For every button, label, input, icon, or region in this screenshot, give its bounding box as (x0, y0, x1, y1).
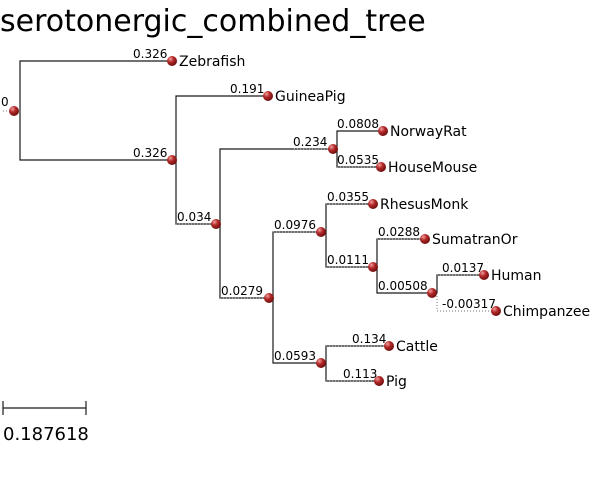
leaf-node-chimpanzee (491, 306, 501, 316)
branch-label-clade-rest: 0.034 (177, 210, 211, 224)
leaf-label-guineapig: GuineaPig (275, 89, 346, 105)
branch-label-clade-human-chimp: 0.00508 (378, 279, 428, 293)
branch-label-clade-primates: 0.0976 (274, 218, 316, 232)
branch-label-clade-ungulates: 0.0593 (274, 349, 316, 363)
branch-label-rhesusmonk: 0.0355 (327, 190, 369, 204)
leaf-label-zebrafish: Zebrafish (179, 54, 245, 70)
leaf-node-guineapig (263, 91, 273, 101)
leaf-node-housemouse (376, 162, 386, 172)
branch-cattle (325, 345, 388, 363)
scale-bar-line (2, 401, 87, 415)
branch-label-clade-mammals: 0.326 (133, 146, 167, 160)
branch-clade-primates (272, 231, 320, 298)
tree-branches (19, 60, 483, 382)
node-clade-primates-ungulates (264, 293, 274, 303)
branch-guineapig (175, 95, 268, 160)
dotted-chimpanzee (436, 293, 495, 312)
node-clade-primates (316, 227, 326, 237)
node-clade-apes (368, 262, 378, 272)
branch-label-clade-rodents: 0.234 (293, 135, 327, 149)
branch-human (436, 274, 483, 293)
branch-label-housemouse: 0.0535 (337, 153, 379, 167)
branch-label-chimpanzee: -0.00317 (442, 297, 496, 311)
branch-rhesusmonk (325, 203, 372, 232)
branch-clade-mammals (19, 111, 171, 161)
branch-label-pig: 0.113 (343, 367, 377, 381)
scale-bar: 0.187618 (2, 401, 89, 445)
page-title: serotonergic_combined_tree (0, 4, 426, 39)
branch-sumatranor (376, 238, 424, 267)
tree-nodes (9, 56, 501, 386)
leaf-label-housemouse: HouseMouse (388, 160, 477, 176)
node-clade-ungulates (316, 358, 326, 368)
branch-label-guineapig: 0.191 (230, 82, 264, 96)
branch-label-human: 0.0137 (442, 261, 484, 275)
node-clade-human-chimp (427, 288, 437, 298)
leaf-label-human: Human (491, 268, 542, 284)
branch-length-labels: 0 0.326 0.326 0.191 0.034 0.234 0.0808 0… (1, 47, 496, 381)
leaf-label-pig: Pig (386, 374, 407, 390)
branch-label-clade-primates-ungulates: 0.0279 (221, 284, 263, 298)
branch-zebrafish (19, 60, 171, 111)
root-node (9, 106, 19, 116)
branch-label-cattle: 0.134 (352, 332, 386, 346)
leaf-node-human (479, 270, 489, 280)
node-clade-rodents (328, 144, 338, 154)
leaf-label-rhesusmonk: RhesusMonk (380, 197, 469, 213)
branch-label-sumatranor: 0.0288 (378, 225, 420, 239)
leaf-node-pig (374, 376, 384, 386)
leaf-node-sumatranor (420, 234, 430, 244)
leaf-labels: Zebrafish GuineaPig NorwayRat HouseMouse… (179, 54, 590, 390)
branch-label-clade-apes: 0.0111 (327, 253, 369, 267)
leaf-node-norwayrat (378, 126, 388, 136)
leaf-label-sumatranor: SumatranOr (432, 232, 518, 248)
node-clade-mammals (167, 155, 177, 165)
leaf-label-chimpanzee: Chimpanzee (503, 304, 590, 320)
scale-bar-label: 0.187618 (3, 424, 89, 445)
branch-clade-ungulates (272, 298, 320, 364)
node-clade-rest (211, 219, 221, 229)
leaf-node-zebrafish (167, 56, 177, 66)
leaf-label-norwayrat: NorwayRat (390, 124, 467, 140)
branch-clade-rodents (219, 148, 332, 224)
branch-label-zebrafish: 0.326 (133, 47, 167, 61)
leaf-node-cattle (384, 341, 394, 351)
leaf-label-cattle: Cattle (396, 339, 438, 355)
leaf-node-rhesusmonk (368, 199, 378, 209)
branch-norwayrat (336, 130, 382, 149)
branch-clade-human-chimp (376, 267, 431, 294)
root-label: 0 (1, 95, 9, 109)
branch-label-norwayrat: 0.0808 (337, 117, 379, 131)
